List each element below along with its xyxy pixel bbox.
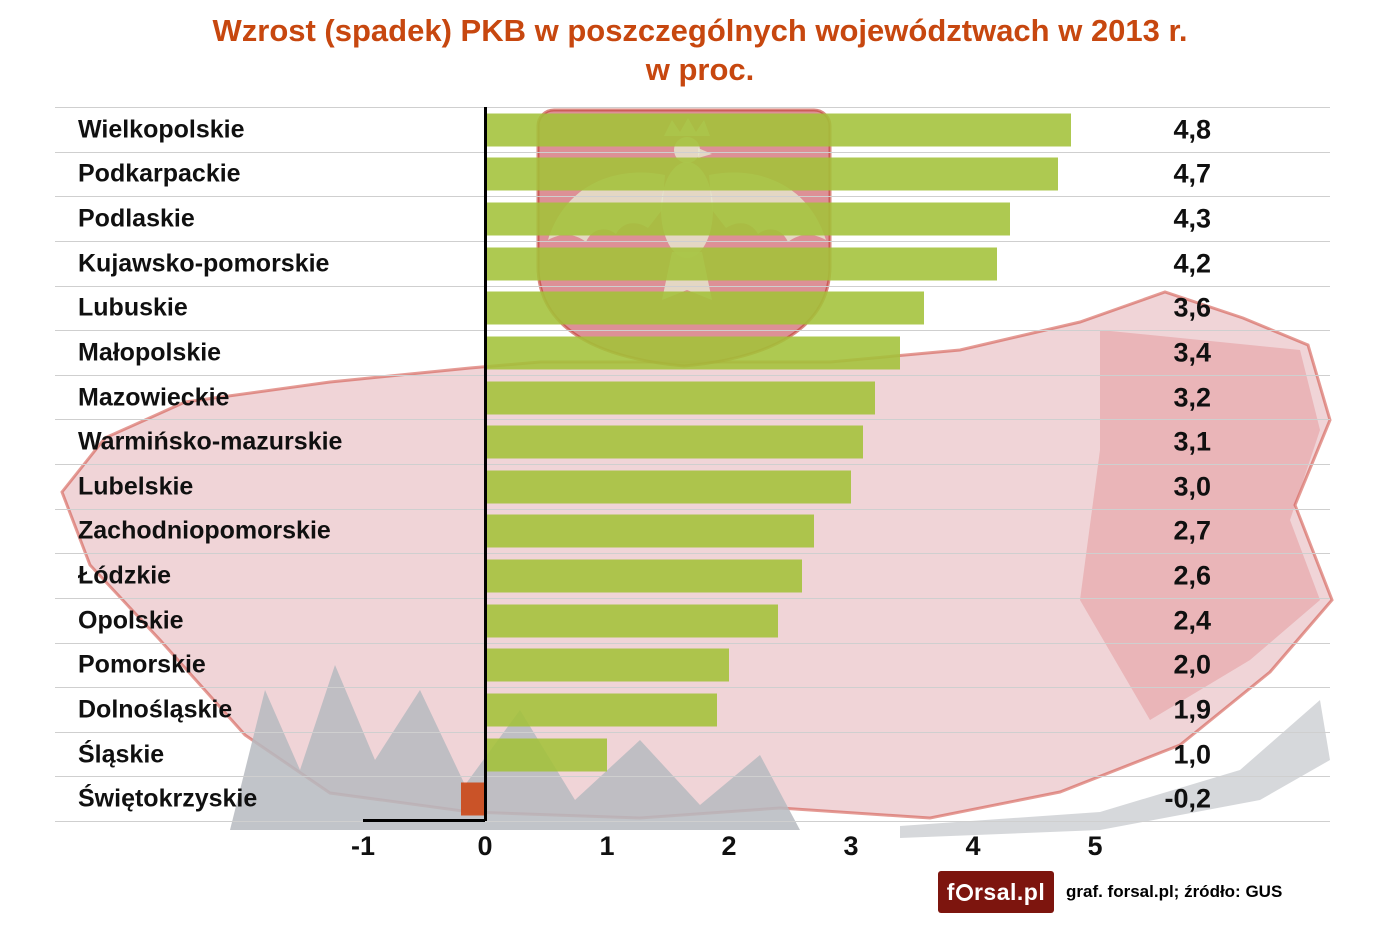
value-label: 1,0 [1173, 739, 1211, 770]
logo-text-rest: rsal.pl [973, 878, 1046, 905]
x-axis-tick-label: -1 [350, 831, 376, 861]
x-axis-tick-label: 0 [477, 831, 493, 861]
bar [485, 648, 729, 682]
footer: f rsal.pl graf. forsal.pl; źródło: GUS [0, 869, 1400, 929]
chart-row: Podkarpackie 4,7 [55, 153, 1330, 198]
chart-row: Świętokrzyskie -0,2 [55, 777, 1330, 822]
category-label: Opolskie [78, 606, 184, 635]
negative-bar [460, 782, 485, 816]
value-label: 4,3 [1173, 203, 1211, 234]
bar [485, 202, 1010, 236]
zero-axis-line [484, 107, 487, 821]
category-label: Zachodniopomorskie [78, 516, 331, 545]
chart-row: Opolskie 2,4 [55, 599, 1330, 644]
value-label: -0,2 [1164, 783, 1211, 814]
x-axis-tick-label: 1 [599, 831, 615, 861]
credit-text: graf. forsal.pl; źródło: GUS [1066, 882, 1283, 901]
bar [485, 693, 717, 727]
map-gray-shadow [900, 700, 1330, 838]
chart-row: Śląskie 1,0 [55, 733, 1330, 778]
value-label: 2,0 [1173, 649, 1211, 680]
value-label: 4,2 [1173, 248, 1211, 279]
category-label: Warmińsko-mazurskie [78, 427, 343, 456]
value-label: 4,7 [1173, 158, 1211, 189]
value-label: 4,8 [1173, 114, 1211, 145]
category-label: Wielkopolskie [78, 115, 245, 144]
category-label: Śląskie [78, 740, 165, 769]
chart-row: Lubuskie 3,6 [55, 287, 1330, 332]
category-label: Mazowieckie [78, 383, 230, 412]
category-label: Świętokrzyskie [78, 784, 258, 813]
x-axis-tick-label: 2 [721, 831, 737, 861]
bar-chart: Wielkopolskie 4,8 Podkarpackie 4,7 Podlaskie… [55, 107, 1330, 861]
category-label: Podkarpackie [78, 159, 241, 188]
chart-row: Podlaskie 4,3 [55, 197, 1330, 242]
chart-rows: Wielkopolskie 4,8 Podkarpackie 4,7 Podlaskie… [55, 107, 1330, 822]
bar [485, 470, 851, 504]
category-label: Małopolskie [78, 338, 222, 367]
chart-row: Dolnośląskie 1,9 [55, 688, 1330, 733]
bar [485, 113, 1071, 147]
forsal-logo: f rsal.pl [938, 871, 1054, 913]
bar [485, 559, 803, 593]
chart-row: Zachodniopomorskie 2,7 [55, 510, 1330, 555]
category-label: Podlaskie [78, 204, 195, 233]
logo-o-ring-icon [955, 883, 973, 901]
logo-text-f: f [946, 878, 955, 905]
chart-row: Lubelskie 3,0 [55, 465, 1330, 510]
chart-row: Małopolskie 3,4 [55, 331, 1330, 376]
chart-row: Łódzkie 2,6 [55, 554, 1330, 599]
value-label: 3,2 [1173, 382, 1211, 413]
chart-row: Wielkopolskie 4,8 [55, 108, 1330, 153]
bar [485, 425, 864, 459]
chart-row: Mazowieckie 3,2 [55, 376, 1330, 421]
chart-row: Warmińsko-mazurskie 3,1 [55, 420, 1330, 465]
category-label: Lubelskie [78, 472, 194, 501]
chart-title-line2: w proc. [645, 51, 755, 87]
chart-row: Kujawsko-pomorskie 4,2 [55, 242, 1330, 287]
bar [485, 247, 998, 281]
chart-title: Wzrost (spadek) PKB w poszczególnych woj… [0, 12, 1400, 90]
chart-title-line1: Wzrost (spadek) PKB w poszczególnych woj… [212, 13, 1188, 48]
value-label: 3,0 [1173, 471, 1211, 502]
x-axis-ticks: -1 0 1 2 3 4 5 [55, 831, 1330, 871]
bar [485, 157, 1059, 191]
bar [485, 381, 876, 415]
x-axis-tick-label: 4 [965, 831, 981, 861]
category-label: Kujawsko-pomorskie [78, 249, 330, 278]
chart-row: Pomorskie 2,0 [55, 644, 1330, 689]
value-label: 3,4 [1173, 337, 1211, 368]
x-axis-tick-label: 3 [843, 831, 859, 861]
category-label: Łódzkie [78, 561, 172, 590]
bar [485, 291, 925, 325]
value-label: 2,6 [1173, 560, 1211, 591]
bar [485, 604, 778, 638]
value-label: 3,1 [1173, 426, 1211, 457]
map-red-tint [1080, 330, 1320, 720]
value-label: 1,9 [1173, 694, 1211, 725]
bar [485, 514, 815, 548]
x-axis-tick-label: 5 [1087, 831, 1103, 861]
category-label: Lubuskie [78, 293, 188, 322]
bar [485, 738, 607, 772]
category-label: Pomorskie [78, 650, 206, 679]
value-label: 2,7 [1173, 515, 1211, 546]
value-label: 2,4 [1173, 605, 1211, 636]
negative-axis-baseline [363, 819, 485, 822]
category-label: Dolnośląskie [78, 695, 233, 724]
bar [485, 336, 900, 370]
value-label: 3,6 [1173, 292, 1211, 323]
